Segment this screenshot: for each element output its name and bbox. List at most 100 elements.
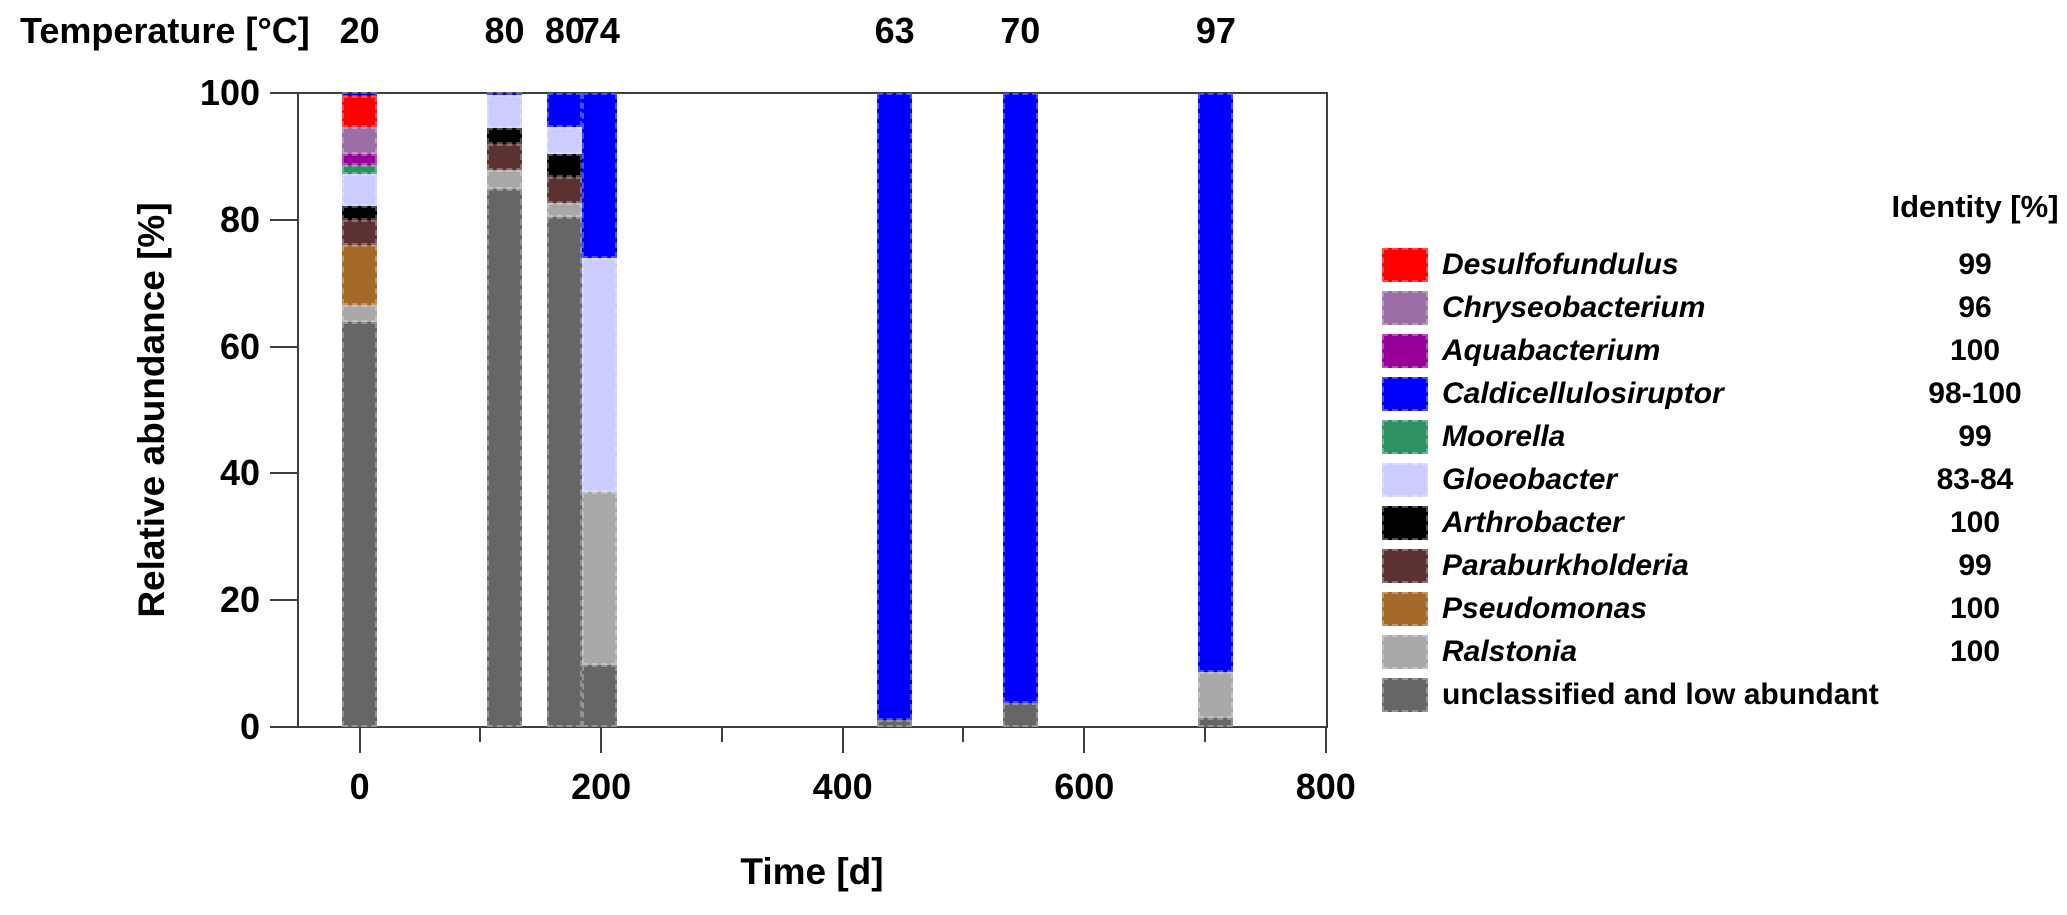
- bar-segment-ralstonia: [1198, 671, 1234, 719]
- legend-identity-value: 98-100: [1928, 377, 2022, 410]
- bar-segment-ralstonia: [487, 170, 523, 189]
- bar-segment-arthrobacter: [342, 205, 378, 221]
- legend-swatch: [1382, 248, 1428, 282]
- bar-segment-desulfofundulus: [342, 96, 378, 127]
- bar-segment-caldicellulosiruptor: [877, 93, 913, 721]
- legend-swatch: [1382, 506, 1428, 540]
- legend-identity-value: 100: [1949, 635, 2001, 668]
- bar-segment-unclassified-and-low-abundant: [487, 188, 523, 727]
- legend-swatch: [1382, 463, 1428, 497]
- legend-swatch: [1382, 592, 1428, 626]
- x-axis-minor-tick: [962, 727, 965, 742]
- stacked-bar: [1002, 93, 1038, 727]
- x-axis-major-tick: [358, 727, 361, 753]
- legend-label: Arthrobacter: [1442, 506, 1624, 539]
- bar-segment-unclassified-and-low-abundant: [582, 664, 618, 727]
- y-axis-tick-label: 0: [239, 706, 260, 747]
- x-axis-minor-tick: [1204, 727, 1207, 742]
- legend-identity-value: 83-84: [1936, 463, 2014, 496]
- y-axis-tick: [270, 218, 298, 221]
- y-axis-tick-label: 20: [219, 579, 260, 621]
- plot-area: [297, 92, 1328, 728]
- legend-identity-value: 99: [1958, 420, 1992, 453]
- bar-segment-pseudomonas: [342, 245, 378, 305]
- temperature-axis-title: Temperature [°C]: [20, 10, 310, 51]
- bar-segment-unclassified-and-low-abundant: [342, 321, 378, 727]
- legend-label: Desulfofundulus: [1442, 248, 1679, 281]
- legend-identity-value: 100: [1949, 592, 2001, 625]
- legend-swatch: [1382, 334, 1428, 368]
- temperature-value: 80: [484, 10, 525, 51]
- x-axis-tick-label: 200: [571, 766, 632, 807]
- bar-segment-arthrobacter: [547, 154, 583, 178]
- bar-segment-ralstonia: [582, 491, 618, 665]
- bar-segment-arthrobacter: [487, 127, 523, 144]
- bar-segment-gloeobacter: [342, 174, 378, 206]
- bar-segment-caldicellulosiruptor: [582, 93, 618, 259]
- bar-segment-caldicellulosiruptor: [342, 93, 378, 97]
- legend-identity-value: 99: [1958, 248, 1992, 281]
- temperature-value: 80: [544, 10, 585, 51]
- x-axis-minor-tick: [479, 727, 482, 742]
- bar-segment-ralstonia: [547, 203, 583, 218]
- y-axis-tick: [270, 599, 298, 602]
- legend-label: Ralstonia: [1442, 635, 1578, 668]
- bar-segment-caldicellulosiruptor: [547, 93, 583, 128]
- legend-label: Gloeobacter: [1442, 463, 1618, 496]
- temperature-value: 63: [874, 10, 915, 51]
- legend-label: Paraburkholderia: [1442, 549, 1689, 582]
- x-axis-tick-label: 800: [1295, 766, 1356, 807]
- y-axis-tick-label: 40: [219, 452, 260, 494]
- legend-identity-value: 96: [1958, 291, 1992, 324]
- bar-segment-caldicellulosiruptor: [487, 93, 523, 95]
- x-axis-major-tick: [600, 727, 603, 753]
- y-axis-tick-label: 100: [199, 72, 260, 113]
- y-axis-tick: [270, 726, 298, 728]
- legend-identity-value: 100: [1949, 506, 2001, 539]
- bar-segment-paraburkholderia: [547, 177, 583, 204]
- x-axis-tick-label: 600: [1054, 766, 1115, 807]
- legend-label: Aquabacterium: [1442, 334, 1661, 367]
- temperature-value: 97: [1195, 10, 1236, 51]
- legend-swatch: [1382, 635, 1428, 669]
- temperature-value: 74: [579, 10, 620, 51]
- x-axis-tick-label: 0: [349, 766, 370, 807]
- bar-segment-moorella: [342, 164, 378, 175]
- bar-segment-gloeobacter: [582, 258, 618, 492]
- legend-swatch: [1382, 420, 1428, 454]
- temperature-value: 20: [339, 10, 380, 51]
- stacked-bar: [547, 93, 583, 727]
- bar-segment-chryseobacterium: [342, 126, 378, 154]
- legend-swatch: [1382, 549, 1428, 583]
- bar-segment-aquabacterium: [342, 153, 378, 165]
- x-axis-tick-label: 400: [812, 766, 873, 807]
- x-axis-major-tick: [841, 727, 844, 753]
- stacked-bar: [487, 93, 523, 727]
- legend-swatch: [1382, 291, 1428, 325]
- bar-segment-unclassified-and-low-abundant: [877, 720, 913, 727]
- legend-label: Pseudomonas: [1442, 592, 1648, 625]
- y-axis-title: Relative abundance [%]: [131, 202, 172, 618]
- legend-swatch: [1382, 377, 1428, 411]
- legend-identity-value: 99: [1958, 549, 1992, 582]
- bar-segment-caldicellulosiruptor: [1002, 93, 1038, 703]
- bar-segment-ralstonia: [342, 304, 378, 322]
- legend-label: Moorella: [1442, 420, 1566, 453]
- bar-segment-gloeobacter: [547, 127, 583, 155]
- x-axis-major-tick: [1324, 727, 1327, 753]
- legend-label: Caldicellulosiruptor: [1442, 377, 1724, 410]
- stacked-bar: [1198, 93, 1234, 727]
- y-axis-tick-label: 80: [219, 198, 260, 240]
- y-axis-tick: [270, 472, 298, 475]
- bar-segment-paraburkholderia: [342, 220, 378, 246]
- x-axis-minor-tick: [720, 727, 723, 742]
- bar-segment-gloeobacter: [487, 94, 523, 128]
- legend-swatch: [1382, 678, 1428, 712]
- bar-segment-paraburkholderia: [487, 143, 523, 171]
- bar-segment-caldicellulosiruptor: [1198, 93, 1234, 672]
- x-axis-title: Time [d]: [740, 851, 884, 892]
- bar-segment-unclassified-and-low-abundant: [1198, 718, 1234, 727]
- legend-label: Chryseobacterium: [1442, 291, 1706, 324]
- y-axis-tick-label: 60: [219, 325, 260, 367]
